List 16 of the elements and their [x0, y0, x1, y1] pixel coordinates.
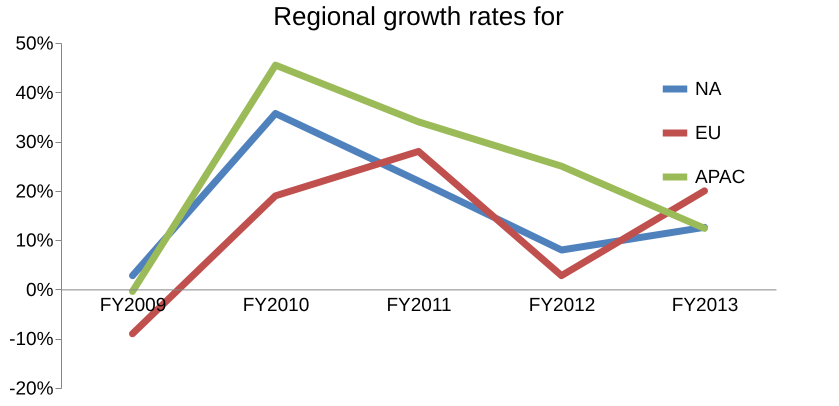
y-tick-label: -20%: [9, 378, 54, 400]
legend-label: APAC: [695, 167, 746, 188]
x-tick-label: FY2011: [386, 294, 452, 316]
y-tick-label: 50%: [15, 34, 54, 54]
x-tick-label: FY2010: [242, 294, 310, 316]
y-tick-label: 20%: [15, 181, 54, 202]
chart-title: Regional growth rates for: [273, 1, 564, 31]
y-tick-label: 40%: [15, 82, 54, 104]
x-tick-label: FY2012: [528, 294, 596, 316]
legend-label: EU: [695, 123, 722, 144]
legend-label: NA: [695, 79, 722, 100]
y-tick-label: 0%: [26, 280, 54, 301]
y-tick-label: -10%: [9, 329, 54, 350]
y-tick-label: 10%: [15, 230, 54, 252]
x-tick-label: FY2013: [672, 294, 738, 316]
y-tick-label: 30%: [15, 132, 54, 154]
